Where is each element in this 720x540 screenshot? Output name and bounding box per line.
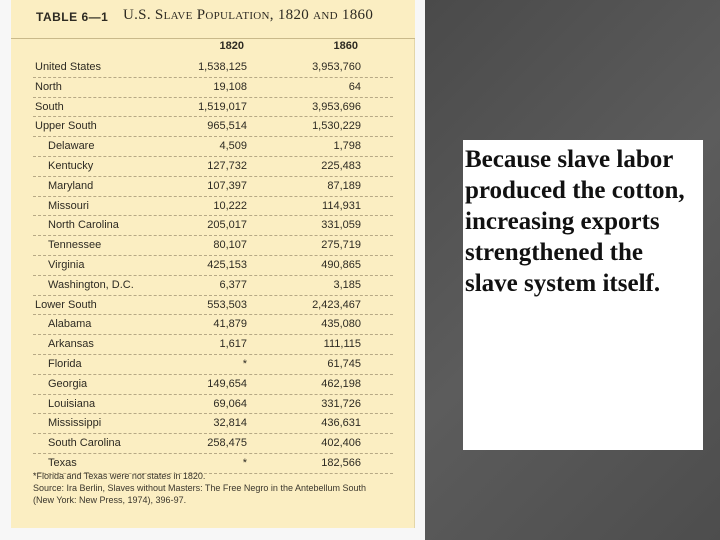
value-1860: 3,185 xyxy=(333,278,361,291)
table-row: Texas * 182,566 xyxy=(33,454,393,474)
value-1820: 553,503 xyxy=(207,298,247,311)
value-1860: 490,865 xyxy=(321,258,361,271)
value-1860: 87,189 xyxy=(327,179,361,192)
table-row: Georgia 149,654 462,198 xyxy=(33,375,393,395)
row-label: Mississippi xyxy=(48,417,102,430)
table-footnotes: *Florida and Texas were not states in 18… xyxy=(33,470,403,506)
value-1860: 3,953,696 xyxy=(312,100,361,113)
column-header-1860: 1860 xyxy=(333,40,358,52)
value-1860: 114,931 xyxy=(322,199,361,212)
table-row: South Carolina 258,475 402,406 xyxy=(33,434,393,454)
table-row: Maryland 107,397 87,189 xyxy=(33,177,393,197)
value-1860: 61,745 xyxy=(327,357,361,370)
value-1860: 111,115 xyxy=(323,338,361,351)
table-row: Florida * 61,745 xyxy=(33,355,393,375)
value-1820: * xyxy=(242,456,247,469)
value-1820: 205,017 xyxy=(207,219,247,232)
table-row: South 1,519,017 3,953,696 xyxy=(33,98,393,118)
table-row: Louisiana 69,064 331,726 xyxy=(33,395,393,415)
row-label: North xyxy=(35,80,62,93)
row-label: Alabama xyxy=(48,318,92,331)
value-1820: 127,732 xyxy=(207,159,247,172)
row-label: South xyxy=(35,100,64,113)
value-1860: 462,198 xyxy=(321,377,361,390)
table-title: U.S. Slave Population, 1820 and 1860 xyxy=(123,7,374,23)
table-row: Delaware 4,509 1,798 xyxy=(33,137,393,157)
value-1820: 107,397 xyxy=(207,179,247,192)
value-1860: 331,059 xyxy=(321,219,361,232)
row-label: Texas xyxy=(48,456,77,469)
value-1820: 425,153 xyxy=(207,258,247,271)
table-header: TABLE 6—1 U.S. Slave Population, 1820 an… xyxy=(11,0,415,39)
slide-body-text: Because slave labor produced the cotton,… xyxy=(465,146,685,297)
value-1820: 1,519,017 xyxy=(198,100,247,113)
value-1860: 435,080 xyxy=(321,318,361,331)
table-row: United States 1,538,125 3,953,760 xyxy=(33,58,393,78)
value-1820: 4,509 xyxy=(219,140,247,153)
table-body: United States 1,538,125 3,953,760 North 19,1… xyxy=(33,58,393,474)
value-1820: 10,222 xyxy=(213,199,247,212)
row-label: Washington, D.C. xyxy=(48,278,134,291)
value-1820: 6,377 xyxy=(219,278,247,291)
row-label: Florida xyxy=(48,357,82,370)
table-row: Missouri 10,222 114,931 xyxy=(33,197,393,217)
text-box: Because slave labor produced the cotton,… xyxy=(463,140,703,450)
table-row: Tennessee 80,107 275,719 xyxy=(33,236,393,256)
value-1820: 19,108 xyxy=(213,80,247,93)
table-row: Mississippi 32,814 436,631 xyxy=(33,414,393,435)
row-label: Georgia xyxy=(48,377,88,390)
row-label: Maryland xyxy=(48,179,94,192)
value-1820: 1,617 xyxy=(219,338,247,351)
value-1860: 3,953,760 xyxy=(312,61,361,73)
value-1860: 182,566 xyxy=(321,456,361,469)
value-1860: 275,719 xyxy=(321,239,361,252)
table-row: Kentucky 127,732 225,483 xyxy=(33,157,393,177)
table-row: Virginia 425,153 490,865 xyxy=(33,256,393,276)
value-1820: 69,064 xyxy=(213,397,247,410)
value-1820: * xyxy=(242,357,247,370)
value-1860: 2,423,467 xyxy=(312,298,361,311)
row-label: United States xyxy=(35,61,102,73)
row-label: Delaware xyxy=(48,140,95,153)
footnote-source: Source: Ira Berlin, Slaves without Maste… xyxy=(33,483,366,493)
row-label: Virginia xyxy=(48,258,85,271)
value-1860: 64 xyxy=(348,80,361,93)
row-label: Upper South xyxy=(35,120,97,133)
value-1860: 402,406 xyxy=(321,437,361,450)
value-1820: 965,514 xyxy=(207,120,247,133)
row-label: Tennessee xyxy=(48,239,102,252)
table-row: Washington, D.C. 6,377 3,185 xyxy=(33,276,393,296)
table-row: Lower South 553,503 2,423,467 xyxy=(33,296,393,316)
row-label: Lower South xyxy=(35,298,97,311)
value-1820: 80,107 xyxy=(213,239,247,252)
value-1820: 1,538,125 xyxy=(198,61,247,73)
table-row: Alabama 41,879 435,080 xyxy=(33,315,393,336)
table-row: Upper South 965,514 1,530,229 xyxy=(33,117,393,138)
row-label: South Carolina xyxy=(48,437,121,450)
column-header-1820: 1820 xyxy=(219,40,244,52)
footnote-states: *Florida and Texas were not states in 18… xyxy=(33,471,206,481)
value-1860: 331,726 xyxy=(321,397,361,410)
table-row: Arkansas 1,617 111,115 xyxy=(33,335,393,355)
value-1860: 1,530,229 xyxy=(312,120,361,133)
table-number: TABLE 6—1 xyxy=(36,10,109,24)
table-image: TABLE 6—1 U.S. Slave Population, 1820 an… xyxy=(11,0,415,528)
row-label: North Carolina xyxy=(48,219,119,232)
value-1860: 1,798 xyxy=(333,140,361,153)
row-label: Kentucky xyxy=(48,159,94,172)
value-1860: 225,483 xyxy=(321,159,361,172)
value-1820: 258,475 xyxy=(207,437,247,450)
row-label: Arkansas xyxy=(48,338,94,351)
table-row: North Carolina 205,017 331,059 xyxy=(33,216,393,237)
row-label: Missouri xyxy=(48,199,89,212)
footnote-publisher: (New York: New Press, 1974), 396-97. xyxy=(33,495,187,505)
table-row: North 19,108 64 xyxy=(33,78,393,98)
value-1820: 32,814 xyxy=(213,417,247,430)
value-1860: 436,631 xyxy=(321,417,361,430)
value-1820: 149,654 xyxy=(207,377,247,390)
value-1820: 41,879 xyxy=(213,318,247,331)
row-label: Louisiana xyxy=(48,397,96,410)
